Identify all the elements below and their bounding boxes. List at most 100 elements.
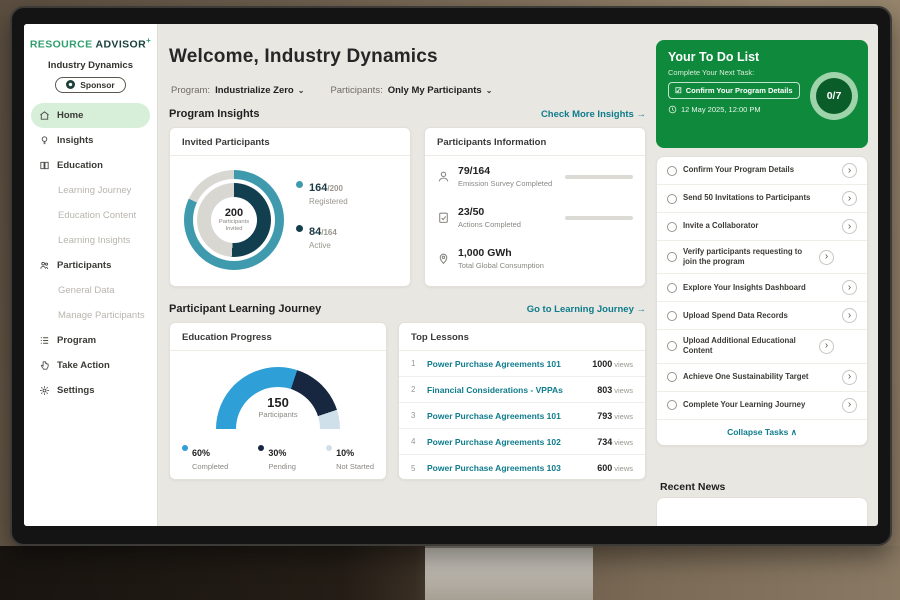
legend-label: Not Started (336, 462, 374, 471)
gauge-center: 150 Participants (216, 395, 340, 419)
task-checkbox[interactable] (667, 372, 677, 382)
sidebar-item-insights[interactable]: Insights (31, 128, 150, 153)
progress-bar (564, 215, 633, 220)
education-progress-gauge-chart: 150 Participants (216, 367, 340, 429)
sidebar-item-home[interactable]: Home (31, 102, 150, 128)
stat-row: 23/50 Actions Completed (425, 197, 645, 238)
task-open-button[interactable]: › (842, 219, 857, 234)
legend-total: /200 (327, 184, 343, 193)
people-icon (39, 260, 50, 271)
task-row: Invite a Collaborator › (657, 213, 867, 241)
sidebar-item-learning-insights[interactable]: Learning Insights (31, 228, 150, 253)
sidebar-item-settings[interactable]: Settings (31, 378, 150, 403)
task-label: Achieve One Sustainability Target (683, 371, 809, 381)
task-checkbox[interactable] (667, 282, 677, 293)
sidebar-item-education-content[interactable]: Education Content (31, 203, 150, 228)
program-filter-value: Industrialize Zero (215, 85, 294, 96)
task-row: Explore Your Insights Dashboard › (657, 274, 867, 303)
stat-label: Total Global Consumption (458, 261, 544, 270)
sidebar-nav: Home Insights Education Learning Journey (24, 102, 157, 403)
legend-item: 30% Pending (258, 443, 296, 471)
sidebar-item-program[interactable]: Program (31, 328, 150, 353)
app-logo-secondary: ADVISOR (95, 38, 147, 51)
card-title: Invited Participants (170, 128, 410, 156)
task-checkbox[interactable] (667, 310, 677, 321)
stat-value: 23/50 (458, 206, 485, 218)
sponsor-badge[interactable]: Sponsor (55, 76, 126, 93)
stat-label: Actions Completed (458, 220, 521, 229)
lightbulb-icon (39, 135, 50, 146)
task-open-button[interactable]: › (842, 163, 857, 178)
lesson-link[interactable]: Financial Considerations - VPPAs (427, 384, 563, 395)
sponsor-icon (66, 80, 76, 89)
task-open-button[interactable]: › (819, 249, 834, 265)
task-checkbox[interactable] (667, 252, 677, 263)
lesson-link[interactable]: Power Purchase Agreements 103 (427, 463, 561, 473)
recent-news-title: Recent News (660, 481, 726, 493)
task-checkbox[interactable] (667, 193, 677, 204)
check-more-insights-link[interactable]: Check More Insights → (540, 109, 647, 120)
task-checkbox[interactable] (667, 165, 677, 176)
task-open-button[interactable]: › (842, 397, 857, 413)
sidebar-item-education[interactable]: Education (31, 153, 150, 178)
donut-center-value: 200 (224, 207, 244, 220)
task-open-button[interactable]: › (842, 308, 857, 324)
sidebar-item-general-data[interactable]: General Data (31, 278, 150, 303)
task-open-button[interactable]: › (842, 369, 857, 385)
donut-center: 200 Participants Invited (211, 197, 257, 243)
collapse-tasks-button[interactable]: Collapse Tasks ∧ (727, 426, 797, 437)
clock-icon (668, 105, 677, 114)
card-title: Participants Information (425, 128, 645, 156)
task-row: Upload Additional Educational Content › (657, 330, 867, 364)
lesson-link[interactable]: Power Purchase Agreements 102 (427, 436, 561, 447)
task-label: Verify participants requesting to join t… (683, 247, 803, 267)
program-filter-select[interactable]: Industrialize Zero ⌄ (215, 85, 304, 96)
participants-filter-select[interactable]: Only My Participants ⌄ (388, 85, 493, 96)
person-icon (437, 170, 450, 183)
program-filter: Program: Industrialize Zero ⌄ (171, 85, 304, 96)
sidebar-item-participants[interactable]: Participants (31, 253, 150, 278)
task-checkbox[interactable] (667, 341, 677, 352)
arrow-right-icon: → (636, 109, 647, 120)
task-checkbox[interactable] (667, 400, 677, 410)
card-title: Top Lessons (399, 323, 645, 351)
todo-next-task[interactable]: ☑ Confirm Your Program Details (668, 82, 800, 99)
stat-value: 79/164 (458, 165, 491, 177)
task-row: Send 50 Invitations to Participants › (657, 185, 867, 213)
program-filter-label: Program: (171, 85, 211, 96)
sidebar-item-take-action[interactable]: Take Action (31, 353, 150, 378)
go-to-learning-journey-link[interactable]: Go to Learning Journey → (526, 304, 646, 315)
task-open-button[interactable]: › (819, 338, 834, 354)
monitor-bezel: RESOURCE ADVISOR+ Industry Dynamics Spon… (10, 6, 892, 546)
lesson-views: 600 views (597, 463, 633, 473)
top-lessons-card: Top Lessons 1 Power Purchase Agreements … (398, 322, 646, 480)
task-label: Invite a Collaborator (683, 221, 759, 231)
task-checkbox[interactable] (667, 221, 677, 232)
participants-filter-label: Participants: (330, 85, 383, 96)
task-label: Explore Your Insights Dashboard (683, 282, 806, 292)
task-label: Upload Spend Data Records (683, 310, 788, 320)
lesson-link[interactable]: Power Purchase Agreements 101 (427, 410, 561, 421)
sidebar-item-manage-participants[interactable]: Manage Participants (31, 303, 150, 328)
education-progress-card: Education Progress 150 Participants 60% C… (169, 322, 387, 480)
lesson-link[interactable]: Power Purchase Agreements 101 (427, 358, 561, 369)
sidebar-item-learning-journey[interactable]: Learning Journey (31, 178, 150, 203)
task-row: Confirm Your Program Details › (657, 157, 867, 185)
lesson-rank: 4 (411, 437, 416, 446)
task-open-button[interactable]: › (842, 280, 857, 296)
legend-label: Completed (192, 462, 229, 471)
legend-total: /164 (321, 228, 337, 237)
section-title: Program Insights (169, 108, 260, 120)
card-title: Education Progress (170, 323, 386, 351)
lesson-views: 803 views (597, 384, 633, 395)
chevron-up-icon: ∧ (790, 426, 797, 437)
legend-dot (296, 225, 303, 232)
sidebar-item-label: General Data (58, 284, 115, 296)
legend-dot (182, 445, 188, 451)
filter-bar: Program: Industrialize Zero ⌄ Participan… (171, 85, 492, 96)
task-row: Complete Your Learning Journey › (657, 392, 867, 420)
task-open-button[interactable]: › (842, 191, 857, 206)
checkbox-icon: ☑ (675, 86, 682, 95)
legend-item: 10% Not Started (326, 443, 374, 471)
lesson-views: 793 views (597, 410, 633, 421)
